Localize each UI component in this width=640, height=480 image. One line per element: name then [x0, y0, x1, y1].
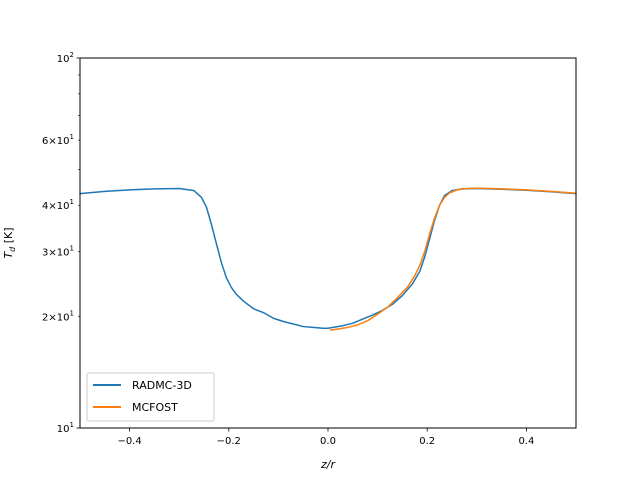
series-line-radmc-3d [79, 187, 577, 330]
x-axis-label: z/r [320, 458, 336, 471]
x-tick-label: −0.2 [217, 436, 241, 447]
y-tick-label: 2×101 [42, 310, 74, 324]
legend: RADMC-3D MCFOST [86, 372, 215, 422]
y-tick-label: 102 [57, 51, 74, 65]
x-tick-label: 0.0 [320, 436, 336, 447]
legend-label-radmc: RADMC-3D [132, 379, 192, 392]
y-tick-label: 3×101 [42, 244, 74, 258]
series-line-mcfost [329, 187, 577, 331]
x-tick-label: 0.4 [518, 436, 534, 447]
x-tick-label: −0.4 [117, 436, 141, 447]
legend-label-mcfost: MCFOST [132, 401, 178, 414]
x-axis: −0.4 −0.2 0.0 0.2 0.4 [117, 428, 534, 447]
plot-area [79, 187, 577, 331]
y-tick-label: 101 [57, 421, 74, 435]
y-axis-label: Td [K] [2, 227, 17, 258]
y-axis: 101 102 2×101 3×101 4×101 6×101 [42, 51, 80, 435]
y-tick-label: 6×101 [42, 133, 74, 147]
x-tick-label: 0.2 [419, 436, 435, 447]
y-tick-label: 4×101 [42, 198, 74, 212]
